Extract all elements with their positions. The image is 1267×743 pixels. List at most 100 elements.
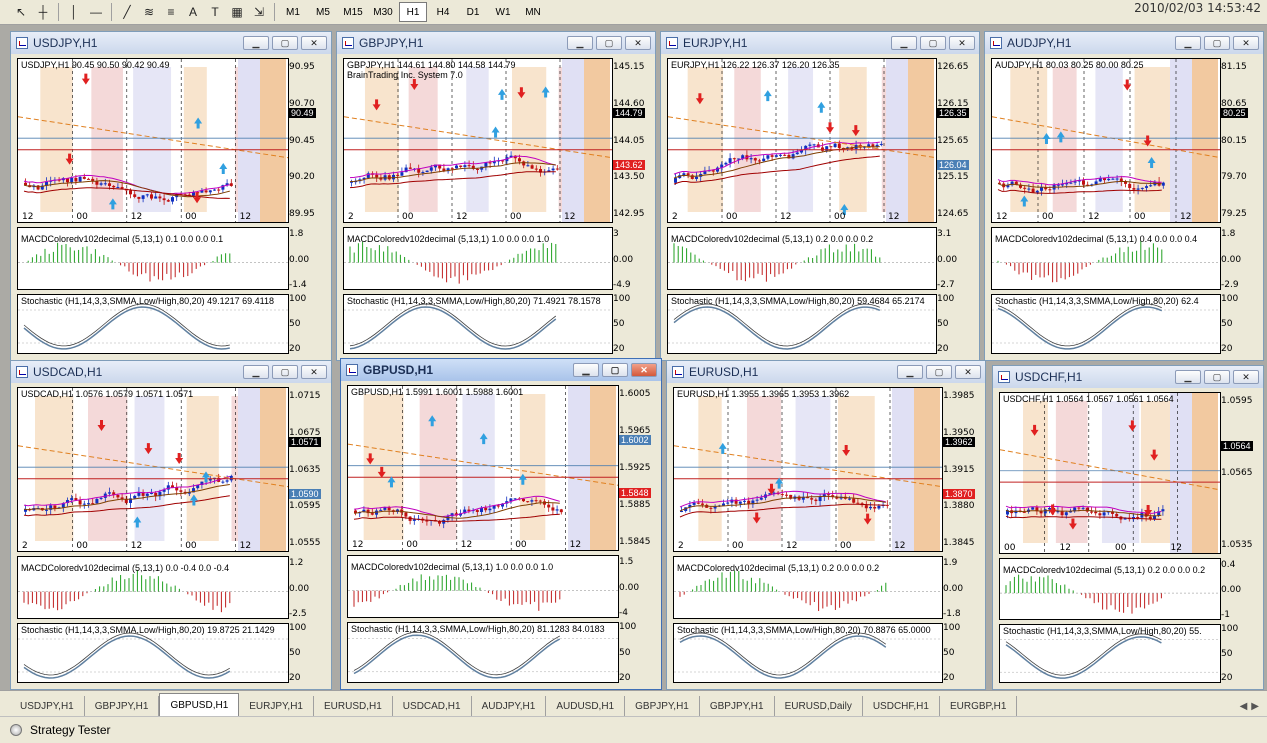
macd-pane[interactable]: MACDColoredv102decimal (5,13,1) 0.4 0.0 … bbox=[991, 227, 1221, 290]
minimize-icon[interactable]: ▁ bbox=[891, 36, 917, 50]
macd-pane[interactable]: MACDColoredv102decimal (5,13,1) 0.2 0.0 … bbox=[673, 556, 943, 619]
macd-pane[interactable]: MACDColoredv102decimal (5,13,1) 0.2 0.0 … bbox=[999, 558, 1221, 620]
vertical-line-tool-icon[interactable]: │ bbox=[70, 5, 78, 19]
timeframe-h1[interactable]: H1 bbox=[399, 2, 427, 22]
tab-usdchf-h1[interactable]: USDCHF,H1 bbox=[863, 696, 940, 716]
close-icon[interactable]: ✕ bbox=[625, 36, 651, 50]
timeframe-w1[interactable]: W1 bbox=[495, 6, 511, 18]
close-icon[interactable]: ✕ bbox=[631, 363, 657, 377]
maximize-icon[interactable]: ▢ bbox=[920, 36, 946, 50]
window-title-bar[interactable]: EURJPY,H1 ▁ ▢ ✕ bbox=[661, 32, 979, 54]
window-title-bar[interactable]: USDCAD,H1 ▁ ▢ ✕ bbox=[11, 361, 331, 383]
strategy-tester-label[interactable]: Strategy Tester bbox=[30, 723, 111, 737]
timeframe-h4[interactable]: H4 bbox=[436, 6, 450, 18]
stochastic-pane[interactable]: Stochastic (H1,14,3,3,SMMA,Low/High,80,2… bbox=[17, 294, 289, 354]
strategy-tester-icon[interactable] bbox=[10, 724, 22, 736]
stochastic-pane[interactable]: Stochastic (H1,14,3,3,SMMA,Low/High,80,2… bbox=[673, 623, 943, 683]
tab-gbpjpy-h1[interactable]: GBPJPY,H1 bbox=[85, 696, 160, 716]
minimize-icon[interactable]: ▁ bbox=[243, 365, 269, 379]
fibonacci-tool-icon[interactable]: ≡ bbox=[167, 5, 175, 19]
macd-pane[interactable]: MACDColoredv102decimal (5,13,1) 0.1 0.0 … bbox=[17, 227, 289, 290]
window-title-bar[interactable]: GBPJPY,H1 ▁ ▢ ✕ bbox=[337, 32, 655, 54]
tab-gbpjpy-h1[interactable]: GBPJPY,H1 bbox=[625, 696, 700, 716]
chart-window-eurjpy-h1[interactable]: EURJPY,H1 ▁ ▢ ✕ EURJPY,H1 126.22 126.37 126.… bbox=[660, 31, 980, 361]
macd-pane[interactable]: MACDColoredv102decimal (5,13,1) 1.0 0.0 … bbox=[347, 555, 619, 618]
stochastic-pane[interactable]: Stochastic (H1,14,3,3,SMMA,Low/High,80,2… bbox=[347, 622, 619, 683]
tab-scroll-left-icon[interactable]: ◀ bbox=[1239, 701, 1248, 712]
close-icon[interactable]: ✕ bbox=[1233, 370, 1259, 384]
tab-gbpusd-h1[interactable]: GBPUSD,H1 bbox=[159, 693, 240, 716]
stochastic-pane[interactable]: Stochastic (H1,14,3,3,SMMA,Low/High,80,2… bbox=[17, 623, 289, 683]
minimize-icon[interactable]: ▁ bbox=[897, 365, 923, 379]
close-icon[interactable]: ✕ bbox=[301, 365, 327, 379]
grid-tool-icon[interactable]: ▦ bbox=[231, 5, 243, 19]
timeframe-m15[interactable]: M15 bbox=[343, 6, 363, 18]
text-tool-icon[interactable]: A bbox=[188, 5, 197, 19]
maximize-icon[interactable]: ▢ bbox=[272, 36, 298, 50]
stochastic-pane[interactable]: Stochastic (H1,14,3,3,SMMA,Low/High,80,2… bbox=[991, 294, 1221, 354]
macd-pane[interactable]: MACDColoredv102decimal (5,13,1) 0.2 0.0 … bbox=[667, 227, 937, 290]
stochastic-pane[interactable]: Stochastic (H1,14,3,3,SMMA,Low/High,80,2… bbox=[667, 294, 937, 354]
window-title-bar[interactable]: USDJPY,H1 ▁ ▢ ✕ bbox=[11, 32, 331, 54]
price-chart[interactable]: GBPUSD,H1 1.5991 1.6001 1.5988 1.6001 12 0… bbox=[347, 385, 619, 551]
stochastic-pane[interactable]: Stochastic (H1,14,3,3,SMMA,Low/High,80,2… bbox=[343, 294, 613, 354]
tab-eurusd-daily[interactable]: EURUSD,Daily bbox=[775, 696, 863, 716]
window-title-bar[interactable]: EURUSD,H1 ▁ ▢ ✕ bbox=[667, 361, 985, 383]
tab-gbpjpy-h1[interactable]: GBPJPY,H1 bbox=[700, 696, 775, 716]
maximize-icon[interactable]: ▢ bbox=[596, 36, 622, 50]
chart-window-usdjpy-h1[interactable]: USDJPY,H1 ▁ ▢ ✕ USDJPY,H1 90.45 90.50 90.42 … bbox=[10, 31, 332, 361]
horizontal-line-tool-icon[interactable]: — bbox=[90, 5, 102, 19]
price-chart[interactable]: EURUSD,H1 1.3955 1.3965 1.3953 1.3962 2 00… bbox=[673, 387, 943, 552]
macd-pane[interactable]: MACDColoredv102decimal (5,13,1) 0.0 -0.4… bbox=[17, 556, 289, 619]
maximize-icon[interactable]: ▢ bbox=[602, 363, 628, 377]
minimize-icon[interactable]: ▁ bbox=[567, 36, 593, 50]
price-chart[interactable]: AUDJPY,H1 80.03 80.25 80.00 80.25 12 00 12 0… bbox=[991, 58, 1221, 223]
arrows-tool-icon[interactable]: ⇲ bbox=[253, 5, 265, 19]
window-title-bar[interactable]: AUDJPY,H1 ▁ ▢ ✕ bbox=[985, 32, 1263, 54]
trendline-tool-icon[interactable]: ╱ bbox=[123, 5, 131, 19]
minimize-icon[interactable]: ▁ bbox=[573, 363, 599, 377]
cursor-tool-icon[interactable]: ↖ bbox=[15, 5, 27, 19]
channel-tool-icon[interactable]: ≋ bbox=[143, 5, 155, 19]
tab-usdcad-h1[interactable]: USDCAD,H1 bbox=[393, 696, 472, 716]
tab-usdjpy-h1[interactable]: USDJPY,H1 bbox=[10, 696, 85, 716]
tab-audjpy-h1[interactable]: AUDJPY,H1 bbox=[472, 696, 547, 716]
window-title-bar[interactable]: USDCHF,H1 ▁ ▢ ✕ bbox=[993, 366, 1263, 388]
tab-eurgbp-h1[interactable]: EURGBP,H1 bbox=[940, 696, 1018, 716]
maximize-icon[interactable]: ▢ bbox=[1204, 370, 1230, 384]
price-chart[interactable]: USDCHF,H1 1.0564 1.0567 1.0561 1.0564 00 1… bbox=[999, 392, 1221, 554]
close-icon[interactable]: ✕ bbox=[301, 36, 327, 50]
timeframe-d1[interactable]: D1 bbox=[466, 6, 480, 18]
tab-audusd-h1[interactable]: AUDUSD,H1 bbox=[546, 696, 626, 716]
close-icon[interactable]: ✕ bbox=[949, 36, 975, 50]
chart-window-gbpjpy-h1[interactable]: GBPJPY,H1 ▁ ▢ ✕ GBPJPY,H1 144.61 144.80 144.… bbox=[336, 31, 656, 361]
minimize-icon[interactable]: ▁ bbox=[1175, 36, 1201, 50]
tab-eurjpy-h1[interactable]: EURJPY,H1 bbox=[239, 696, 314, 716]
window-title-bar[interactable]: GBPUSD,H1 ▁ ▢ ✕ bbox=[341, 359, 661, 381]
chart-window-eurusd-h1[interactable]: EURUSD,H1 ▁ ▢ ✕ EURUSD,H1 1.3955 1.3965 1.39… bbox=[666, 360, 986, 690]
close-icon[interactable]: ✕ bbox=[955, 365, 981, 379]
close-icon[interactable]: ✕ bbox=[1233, 36, 1259, 50]
timeframe-m1[interactable]: M1 bbox=[286, 6, 300, 18]
chart-window-gbpusd-h1[interactable]: GBPUSD,H1 ▁ ▢ ✕ GBPUSD,H1 1.5991 1.6001 1.59… bbox=[340, 358, 662, 690]
tab-scroll-right-icon[interactable]: ▶ bbox=[1251, 701, 1259, 712]
tab-eurusd-h1[interactable]: EURUSD,H1 bbox=[314, 696, 393, 716]
chart-window-usdcad-h1[interactable]: USDCAD,H1 ▁ ▢ ✕ USDCAD,H1 1.0576 1.0579 1.05… bbox=[10, 360, 332, 690]
price-chart[interactable]: GBPJPY,H1 144.61 144.80 144.58 144.79 Bra… bbox=[343, 58, 613, 223]
price-chart[interactable]: EURJPY,H1 126.22 126.37 126.20 126.35 2 00… bbox=[667, 58, 937, 223]
timeframe-mn[interactable]: MN bbox=[525, 6, 541, 18]
timeframe-m5[interactable]: M5 bbox=[316, 6, 330, 18]
maximize-icon[interactable]: ▢ bbox=[926, 365, 952, 379]
minimize-icon[interactable]: ▁ bbox=[243, 36, 269, 50]
maximize-icon[interactable]: ▢ bbox=[272, 365, 298, 379]
macd-pane[interactable]: MACDColoredv102decimal (5,13,1) 1.0 0.0 … bbox=[343, 227, 613, 290]
stochastic-pane[interactable]: Stochastic (H1,14,3,3,SMMA,Low/High,80,2… bbox=[999, 624, 1221, 683]
minimize-icon[interactable]: ▁ bbox=[1175, 370, 1201, 384]
crosshair-tool-icon[interactable]: ┼ bbox=[38, 5, 48, 19]
maximize-icon[interactable]: ▢ bbox=[1204, 36, 1230, 50]
timeframe-m30[interactable]: M30 bbox=[373, 6, 393, 18]
text-label-tool-icon[interactable]: T bbox=[211, 5, 219, 19]
price-chart[interactable]: USDCAD,H1 1.0576 1.0579 1.0571 1.0571 2 00… bbox=[17, 387, 289, 552]
chart-window-usdchf-h1[interactable]: USDCHF,H1 ▁ ▢ ✕ USDCHF,H1 1.0564 1.0567 1.05… bbox=[992, 365, 1264, 690]
price-chart[interactable]: USDJPY,H1 90.45 90.50 90.42 90.49 12 00 12 0… bbox=[17, 58, 289, 223]
